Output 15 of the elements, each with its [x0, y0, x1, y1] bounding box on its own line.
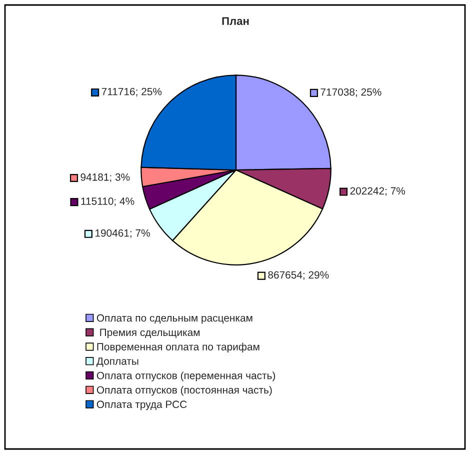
legend-label: Оплата отпусков (постоянная часть): [96, 386, 272, 396]
data-label: 867654; 29%: [268, 271, 329, 280]
data-label: 717038; 25%: [320, 88, 382, 97]
data-label: 94181; 3%: [80, 173, 130, 182]
data-label: 115110; 4%: [81, 197, 134, 206]
legend-label: Доплаты: [96, 358, 138, 367]
data-label: 190461; 7%: [95, 229, 150, 238]
legend-label: Повременная оплата по тарифам: [97, 342, 260, 353]
chart-title: План: [222, 17, 249, 25]
legend-label: Оплата отпусков (переменная часть): [96, 372, 276, 382]
data-label: 711716; 25%: [102, 88, 162, 96]
data-label: 202242; 7%: [350, 187, 406, 196]
legend-label: Оплата по сдельным расценкам: [96, 314, 252, 324]
legend-label: Оплата труда РСС: [96, 400, 187, 410]
legend-label: Премия сдельщикам: [100, 328, 200, 338]
